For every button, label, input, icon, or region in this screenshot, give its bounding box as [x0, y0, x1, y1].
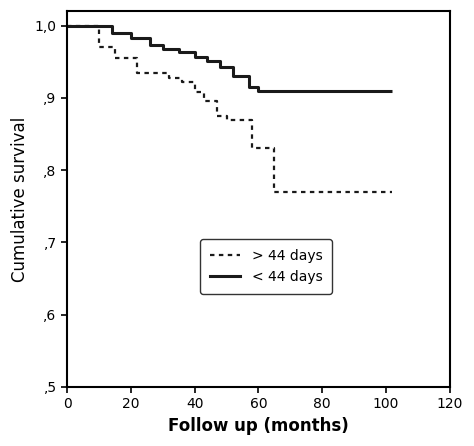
- X-axis label: Follow up (months): Follow up (months): [168, 417, 349, 435]
- Y-axis label: Cumulative survival: Cumulative survival: [11, 116, 29, 281]
- Legend: > 44 days, < 44 days: > 44 days, < 44 days: [200, 240, 332, 294]
